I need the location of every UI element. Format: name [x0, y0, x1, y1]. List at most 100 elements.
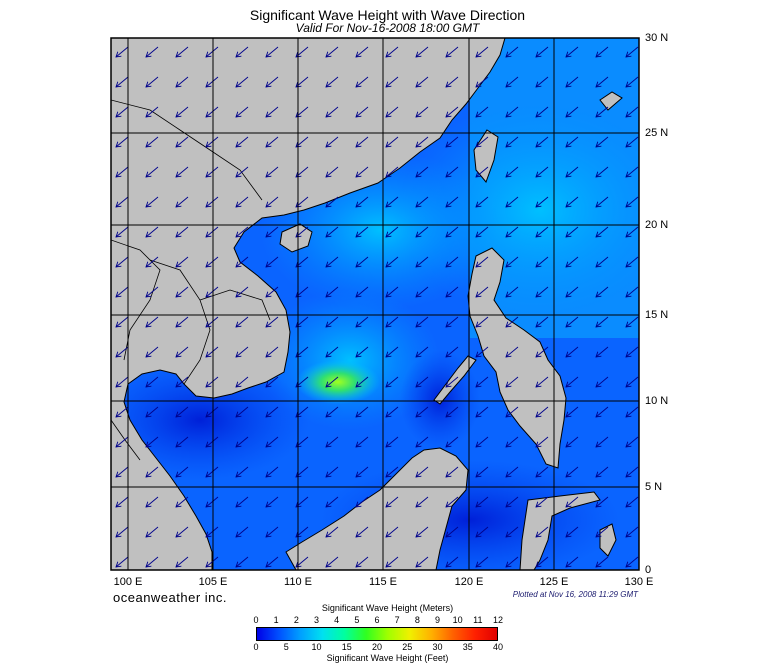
- lon-label-105e: 105 E: [198, 576, 228, 588]
- wave-arrow: [266, 196, 279, 207]
- wave-arrow: [536, 286, 549, 297]
- wave-arrow: [536, 196, 549, 207]
- wave-arrow: [506, 376, 519, 387]
- wave-arrow: [176, 346, 189, 357]
- ryukyu-island: [599, 91, 623, 111]
- lat-label-30n: 30 N: [645, 32, 669, 44]
- wave-arrow: [536, 76, 549, 87]
- wave-arrow: [446, 496, 459, 507]
- wave-arrow: [566, 226, 579, 237]
- wave-arrow: [356, 196, 369, 207]
- wave-arrow: [116, 496, 129, 507]
- wave-arrow: [146, 166, 159, 177]
- wave-arrow: [536, 406, 549, 417]
- wave-arrow: [416, 196, 429, 207]
- wave-arrow: [236, 196, 249, 207]
- colorbar-meters-tick: 8: [414, 615, 420, 625]
- wave-arrow: [536, 166, 549, 177]
- wave-arrow: [236, 106, 249, 117]
- wave-arrow: [416, 556, 429, 567]
- wave-arrow: [626, 226, 639, 237]
- wave-arrow: [596, 316, 609, 327]
- wave-arrow: [566, 556, 579, 567]
- wave-arrow: [476, 436, 489, 447]
- wave-arrow: [596, 406, 609, 417]
- wave-arrow: [596, 346, 609, 357]
- wave-arrow: [506, 166, 519, 177]
- colorbar-meters-tick: 2: [293, 615, 299, 625]
- wave-arrow: [236, 406, 249, 417]
- wave-arrow: [416, 106, 429, 117]
- wave-arrow: [626, 496, 639, 507]
- wave-arrow: [626, 46, 639, 57]
- wave-arrow: [566, 196, 579, 207]
- wave-arrow: [176, 526, 189, 537]
- wave-arrow: [236, 256, 249, 267]
- wave-arrow: [626, 286, 639, 297]
- brand-logo-text: oceanweather inc.: [113, 590, 228, 605]
- wave-arrow: [236, 76, 249, 87]
- halmahera-island: [599, 523, 617, 557]
- wave-arrow: [266, 136, 279, 147]
- wave-arrow: [596, 106, 609, 117]
- wave-arrow: [266, 316, 279, 327]
- wave-arrow: [146, 436, 159, 447]
- wave-arrow: [446, 316, 459, 327]
- colorbar-meters-tick: 10: [452, 615, 463, 625]
- wave-arrow: [206, 106, 219, 117]
- wave-arrow: [116, 196, 129, 207]
- wave-arrow: [356, 496, 369, 507]
- wave-maximum: [296, 360, 380, 404]
- colorbar-feet-tick: 30: [432, 642, 443, 652]
- wave-arrow: [476, 556, 489, 567]
- wave-arrow: [206, 256, 219, 267]
- wave-arrow: [476, 46, 489, 57]
- wave-arrow: [386, 136, 399, 147]
- colorbar-meters-tick: 11: [473, 615, 483, 625]
- wave-arrow: [356, 346, 369, 357]
- wave-arrow: [206, 436, 219, 447]
- wave-arrow: [506, 46, 519, 57]
- wave-arrow: [566, 106, 579, 117]
- wave-arrow: [446, 376, 459, 387]
- wave-arrow: [506, 466, 519, 477]
- wave-arrow: [506, 106, 519, 117]
- wave-arrow: [146, 226, 159, 237]
- wave-arrow: [326, 226, 339, 237]
- wave-arrow: [176, 46, 189, 57]
- wave-arrow: [116, 436, 129, 447]
- wave-arrow: [416, 226, 429, 237]
- wave-arrow: [206, 496, 219, 507]
- wave-arrow: [266, 496, 279, 507]
- wave-arrow: [116, 556, 129, 567]
- wave-arrow: [176, 466, 189, 477]
- wave-arrow: [596, 556, 609, 567]
- wave-arrow: [326, 256, 339, 267]
- wave-arrow: [356, 316, 369, 327]
- colorbar-feet-tick: 5: [283, 642, 289, 652]
- colorbar-meters-tick: 6: [374, 615, 380, 625]
- colorbar-meters-tick: 9: [434, 615, 440, 625]
- wave-arrow: [416, 166, 429, 177]
- wave-arrow: [386, 556, 399, 567]
- borneo-island: [285, 447, 469, 570]
- wave-arrow: [146, 376, 159, 387]
- wave-arrow: [356, 436, 369, 447]
- wave-arrow: [446, 196, 459, 207]
- map-title: Significant Wave Height with Wave Direct…: [249, 7, 526, 23]
- wave-arrow: [416, 406, 429, 417]
- wave-arrow: [116, 526, 129, 537]
- wave-arrow: [416, 346, 429, 357]
- wave-arrow: [116, 346, 129, 357]
- wave-arrow: [446, 466, 459, 477]
- lon-label-100e: 100 E: [113, 576, 143, 588]
- wave-arrow: [626, 316, 639, 327]
- wave-arrow: [356, 46, 369, 57]
- lat-lon-grid: [111, 38, 639, 570]
- wave-arrow: [356, 526, 369, 537]
- wave-arrow: [206, 196, 219, 207]
- colorbar-meters-tick: 1: [273, 615, 279, 625]
- wave-arrow: [566, 316, 579, 327]
- wave-arrow: [596, 136, 609, 147]
